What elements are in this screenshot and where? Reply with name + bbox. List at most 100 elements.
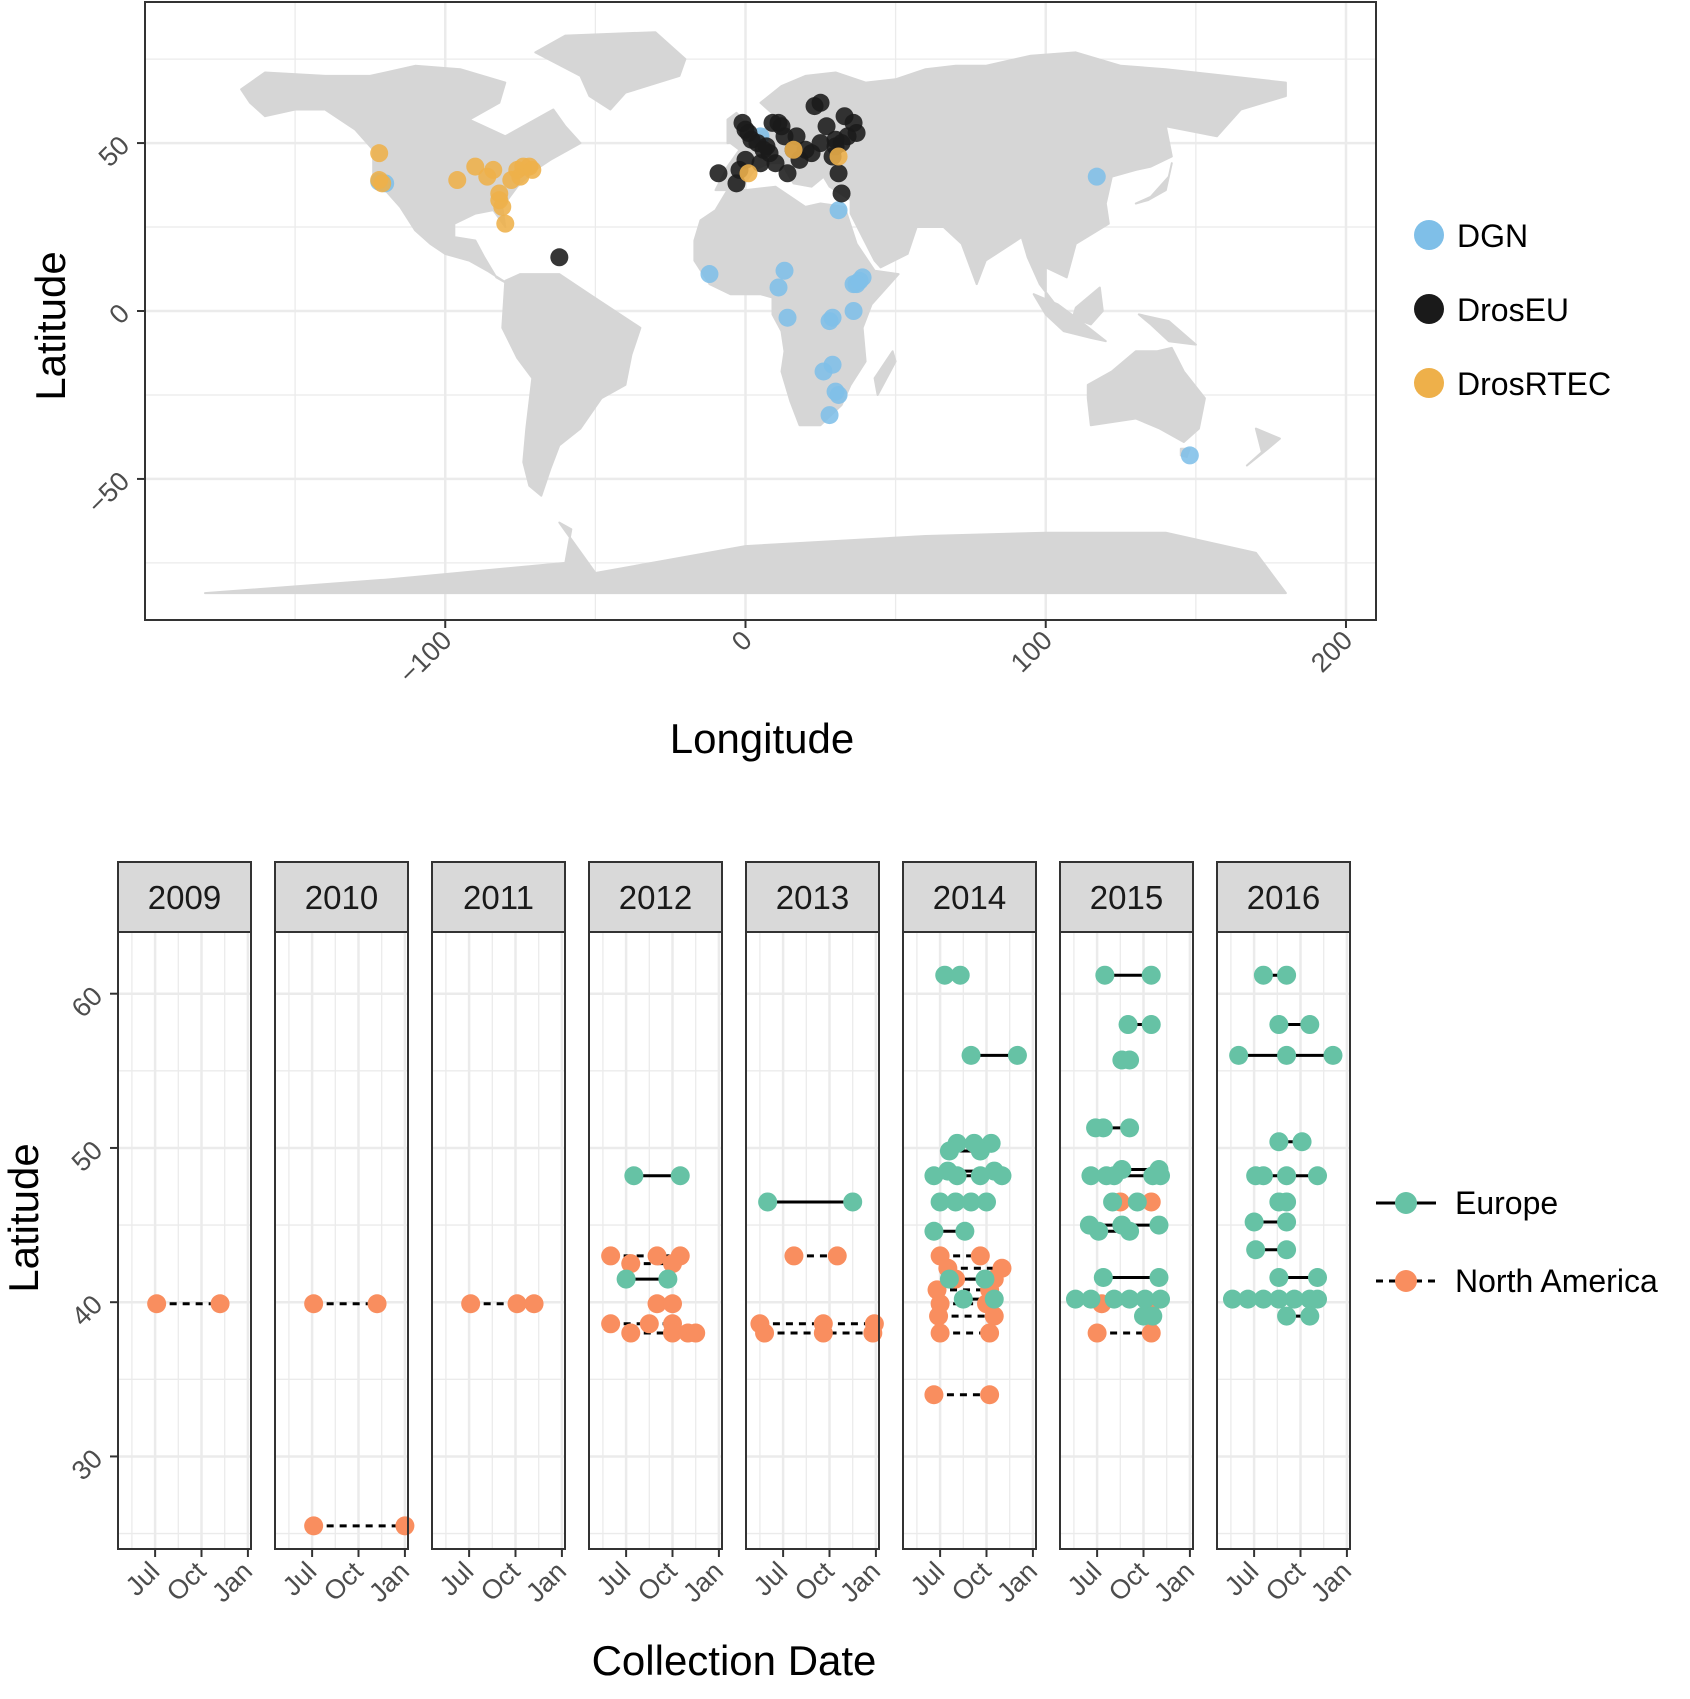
facet-x-tick-label: Jan — [520, 1556, 572, 1608]
sample-point-europe — [1277, 1240, 1297, 1260]
sample-point-europe — [1120, 1221, 1140, 1241]
facet-x-axis-title: Collection Date — [592, 1637, 877, 1684]
facet-x-tick-label: Jul — [748, 1556, 794, 1602]
map-y-axis-title: Latitude — [27, 251, 74, 400]
legend-europe-swatch — [1395, 1192, 1417, 1214]
facet-panel-border — [1059, 931, 1194, 1550]
sample-point-europe — [1103, 1192, 1123, 1212]
sample-point-europe — [1089, 1221, 1109, 1241]
map-point-drosrtec — [490, 191, 509, 210]
sample-point-europe — [977, 1192, 997, 1212]
facet-x-tick-label: Jan — [677, 1556, 729, 1608]
sample-point-north-america — [784, 1246, 804, 1266]
land-shape — [873, 350, 897, 396]
facet-x-tick-label: Jul — [1062, 1556, 1108, 1602]
sample-point-europe — [1143, 1306, 1163, 1326]
map-point-drosrtec — [466, 157, 485, 176]
facet-panel-background — [589, 932, 722, 1549]
map-point-drosrtec — [496, 214, 515, 233]
map-point-drosrtec — [739, 164, 758, 183]
sample-point-north-america — [980, 1385, 1000, 1405]
facet-x-tick-label: Jan — [206, 1556, 258, 1608]
map-point-droseu — [817, 117, 836, 136]
legend-dgn-swatch — [1414, 220, 1444, 250]
legend-europe-label: Europe — [1455, 1185, 1558, 1221]
sample-point-europe — [1269, 1268, 1289, 1288]
legend-drosrtec-swatch — [1414, 368, 1444, 398]
sample-point-north-america — [1141, 1192, 1161, 1212]
sample-point-europe — [1238, 1289, 1258, 1309]
sample-point-europe — [970, 1141, 990, 1161]
facet-strip-label: 2015 — [1090, 879, 1163, 916]
sample-point-north-america — [647, 1246, 667, 1266]
sample-point-north-america — [647, 1294, 667, 1314]
facet-panel-border — [274, 931, 409, 1550]
facet-strip — [1216, 861, 1351, 933]
sample-point-north-america — [863, 1323, 883, 1343]
facet-x-tick-label: Jan — [834, 1556, 886, 1608]
facet-panel-background — [746, 932, 879, 1549]
sample-point-north-america — [755, 1323, 775, 1343]
map-point-dgn — [700, 265, 719, 284]
land-shape — [1071, 286, 1104, 326]
sample-point-europe — [843, 1192, 863, 1212]
sample-point-north-america — [601, 1246, 621, 1266]
map-x-tick-label: 200 — [1305, 625, 1358, 678]
land-shape — [1245, 427, 1281, 467]
facet-strip-label: 2011 — [463, 879, 534, 916]
map-point-drosrtec — [370, 144, 389, 163]
land-shape — [1032, 293, 1107, 343]
map-x-tick-label: −100 — [393, 625, 457, 689]
land-shape — [240, 64, 582, 286]
sample-point-europe — [924, 1221, 944, 1241]
sample-point-europe — [1120, 1050, 1140, 1070]
map-point-droseu — [751, 154, 770, 173]
map-point-droseu — [736, 150, 755, 169]
map-point-drosrtec — [448, 171, 467, 190]
sample-point-europe — [1118, 1015, 1138, 1035]
facet-panel-background — [1217, 932, 1350, 1549]
facet-x-tick-label: Oct — [632, 1556, 683, 1607]
map-point-drosrtec — [829, 147, 848, 166]
sample-point-europe — [1229, 1045, 1249, 1065]
sample-point-north-america — [1141, 1323, 1161, 1343]
map-point-dgn — [775, 261, 794, 280]
sample-point-europe — [1308, 1268, 1328, 1288]
sample-point-north-america — [813, 1323, 833, 1343]
sample-point-north-america — [524, 1294, 544, 1314]
map-point-dgn — [1180, 446, 1199, 465]
sample-point-north-america — [1087, 1323, 1107, 1343]
sample-point-europe — [1308, 1289, 1328, 1309]
facet-x-tick-label: Jul — [591, 1556, 637, 1602]
sample-point-europe — [1277, 965, 1297, 985]
sample-point-europe — [955, 1221, 975, 1241]
legend-north-america-swatch — [1395, 1270, 1417, 1292]
facet-strip — [117, 861, 252, 933]
sample-point-europe — [984, 1289, 1004, 1309]
sample-point-europe — [1141, 1015, 1161, 1035]
sample-point-europe — [1065, 1289, 1085, 1309]
sample-point-europe — [1277, 1045, 1297, 1065]
facet-y-tick-label: 30 — [66, 1443, 108, 1485]
sample-point-europe — [975, 1269, 995, 1289]
map-point-dgn — [1087, 167, 1106, 186]
legend-droseu-label: DrosEU — [1457, 292, 1569, 328]
facet-strip — [431, 861, 566, 933]
sample-point-europe — [1300, 1015, 1320, 1035]
facet-strip-label: 2016 — [1247, 879, 1320, 916]
map-point-droseu — [832, 184, 851, 203]
facet-panel-border — [1216, 931, 1351, 1550]
sample-point-north-america — [304, 1516, 324, 1536]
sample-point-europe — [1151, 1166, 1171, 1186]
facet-strip — [1059, 861, 1194, 933]
sample-point-europe — [970, 1166, 990, 1186]
sample-point-europe — [1277, 1166, 1297, 1186]
facet-x-tick-label: Jan — [991, 1556, 1043, 1608]
facet-panel-border — [745, 931, 880, 1550]
facet-y-tick-label: 40 — [66, 1289, 108, 1331]
sample-point-north-america — [639, 1314, 659, 1334]
sample-point-north-america — [395, 1516, 415, 1536]
sample-point-europe — [1308, 1166, 1328, 1186]
map-point-droseu — [811, 93, 830, 112]
